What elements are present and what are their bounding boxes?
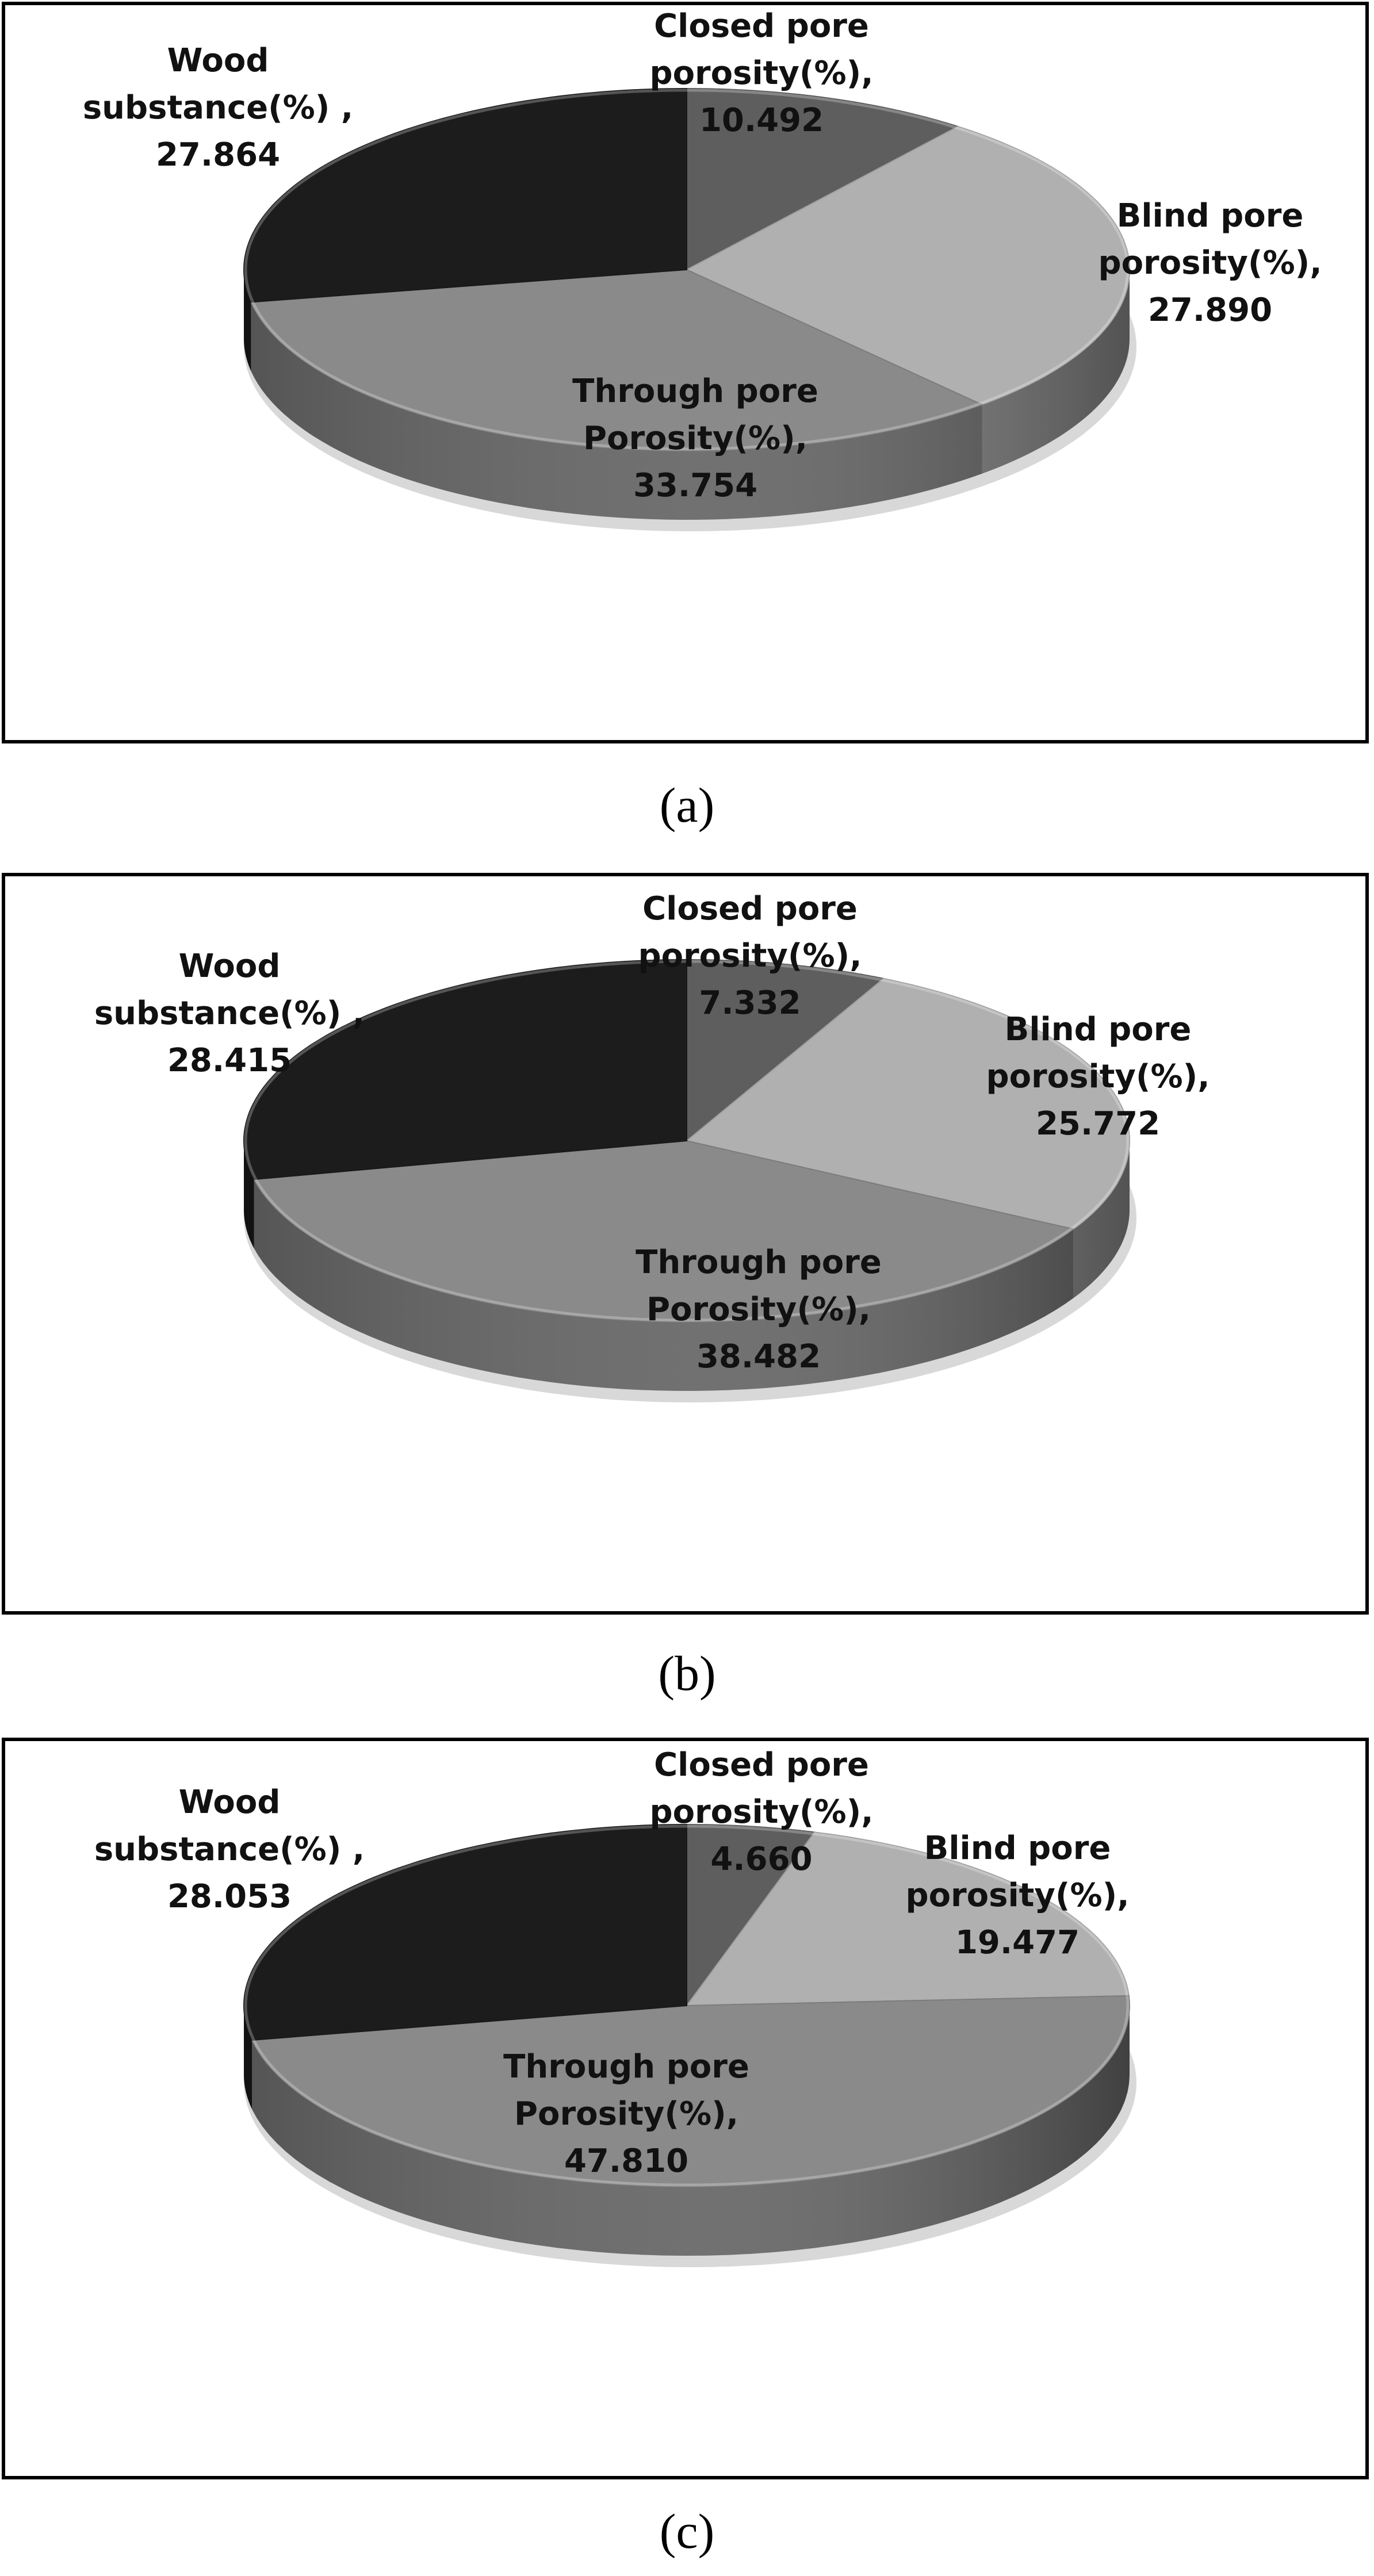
label-blind-pore-line: 27.890 — [1148, 292, 1272, 329]
slice-through-pore — [253, 1140, 1075, 1322]
label-wood-substance-line: 27.864 — [156, 136, 280, 174]
label-wood-substance-line: 28.415 — [167, 1042, 292, 1079]
label-closed-pore-line: porosity(%), — [649, 55, 873, 92]
label-closed-pore: Closed pore porosity(%), 10.492 — [649, 7, 873, 139]
pie-chart-c: Closed pore porosity(%), 4.660 Blind pore po… — [94, 1746, 1136, 2267]
label-blind-pore-line: Blind pore — [924, 1830, 1111, 1867]
label-through-pore-line: Porosity(%), — [583, 420, 807, 457]
label-blind-pore: Blind pore porosity(%), 27.890 — [1098, 197, 1322, 329]
label-through-pore-line: Porosity(%), — [646, 1291, 871, 1328]
slice-blind-pore — [685, 977, 1131, 1230]
label-wood-substance: Wood substance(%) , 28.053 — [94, 1784, 365, 1915]
slice-through-pore — [250, 269, 984, 452]
slice-wood-substance — [243, 1823, 687, 2041]
label-blind-pore-line: porosity(%), — [986, 1058, 1210, 1095]
label-blind-pore-line: Blind pore — [1005, 1011, 1192, 1048]
label-through-pore-line: Through pore — [503, 2048, 749, 2086]
label-blind-pore: Blind pore porosity(%), 19.477 — [905, 1830, 1129, 1961]
label-closed-pore-line: 4.660 — [710, 1841, 812, 1878]
label-closed-pore: Closed pore porosity(%), 4.660 — [649, 1746, 873, 1878]
label-blind-pore-line: 19.477 — [955, 1924, 1080, 1961]
slice-wood-substance — [243, 959, 687, 1180]
label-closed-pore-line: porosity(%), — [649, 1793, 873, 1831]
slice-closed-pore — [686, 88, 960, 271]
label-blind-pore-line: Blind pore — [1117, 197, 1304, 235]
pie-chart-panel-a: Closed pore porosity(%), 10.492 Blind pore p… — [2, 2, 1369, 743]
label-blind-pore-line: porosity(%), — [1098, 244, 1322, 282]
label-closed-pore-line: Closed pore — [642, 890, 858, 927]
label-through-pore: Through pore Porosity(%), 33.754 — [572, 373, 818, 504]
pie-rim — [244, 1824, 1130, 2187]
label-wood-substance-line: substance(%) , — [94, 995, 365, 1032]
side-wall-shading — [244, 2006, 1130, 2256]
pie-chart-a: Closed pore porosity(%), 10.492 Blind pore p… — [83, 7, 1322, 531]
label-wood-substance-line: substance(%) , — [94, 1831, 365, 1868]
label-wood-substance-line: Wood — [179, 1784, 281, 1821]
label-wood-substance-line: Wood — [167, 42, 269, 79]
pie-chart-b: Closed pore porosity(%), 7.332 Blind pore po… — [94, 890, 1210, 1402]
pie-side-walls — [244, 270, 1130, 520]
label-through-pore-line: Through pore — [572, 373, 818, 410]
pie-rim — [244, 89, 1130, 451]
side-wall-shading — [244, 1141, 1130, 1391]
caption-a: (a) — [659, 777, 715, 833]
slice-through-pore — [251, 1995, 1130, 2188]
pie-side-walls — [244, 1141, 1130, 1391]
slice-blind-pore — [685, 125, 1131, 405]
label-closed-pore-line: 7.332 — [699, 984, 801, 1022]
slice-wood-substance — [243, 87, 687, 303]
caption-c: (c) — [659, 2504, 715, 2559]
caption-b: (b) — [658, 1646, 716, 1701]
label-through-pore-line: 38.482 — [696, 1338, 821, 1375]
label-closed-pore-line: Closed pore — [654, 1746, 869, 1784]
slice-closed-pore — [686, 1824, 816, 2008]
label-closed-pore-line: 10.492 — [699, 102, 824, 139]
label-wood-substance-line: 28.053 — [167, 1878, 292, 1915]
label-blind-pore-line: 25.772 — [1036, 1105, 1160, 1143]
pie-chart-panel-c: Closed pore porosity(%), 4.660 Blind pore po… — [2, 1738, 1369, 2479]
pie-rim — [244, 960, 1130, 1322]
label-through-pore: Through pore Porosity(%), 38.482 — [636, 1244, 882, 1375]
pie-side-walls — [244, 2006, 1130, 2256]
slice-blind-pore — [685, 1831, 1130, 2007]
label-closed-pore: Closed pore porosity(%), 7.332 — [638, 890, 862, 1022]
label-wood-substance: Wood substance(%) , 28.415 — [94, 948, 365, 1079]
label-through-pore: Through pore Porosity(%), 47.810 — [503, 2048, 749, 2180]
side-wall-shading — [244, 270, 1130, 520]
label-through-pore-line: Porosity(%), — [514, 2095, 738, 2133]
slice-closed-pore — [686, 959, 885, 1143]
label-blind-pore-line: porosity(%), — [905, 1877, 1129, 1914]
label-through-pore-line: 47.810 — [564, 2142, 688, 2180]
pie-chart-panel-b: Closed pore porosity(%), 7.332 Blind pore po… — [2, 873, 1369, 1615]
label-wood-substance: Wood substance(%) , 27.864 — [83, 42, 353, 174]
label-through-pore-line: 33.754 — [633, 467, 757, 504]
label-wood-substance-line: substance(%) , — [83, 89, 353, 126]
label-through-pore-line: Through pore — [636, 1244, 882, 1281]
label-closed-pore-line: porosity(%), — [638, 937, 862, 975]
label-closed-pore-line: Closed pore — [654, 7, 869, 45]
label-wood-substance-line: Wood — [179, 948, 281, 985]
label-blind-pore: Blind pore porosity(%), 25.772 — [986, 1011, 1210, 1143]
